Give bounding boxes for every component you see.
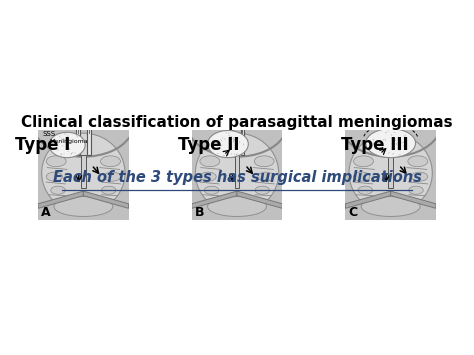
Text: Meningioma: Meningioma [49,139,88,144]
Ellipse shape [49,132,85,158]
Ellipse shape [208,197,266,217]
Text: B: B [194,207,204,219]
Ellipse shape [358,186,373,194]
Polygon shape [383,125,387,155]
Polygon shape [76,125,80,155]
Ellipse shape [361,197,420,217]
Polygon shape [388,155,393,189]
Polygon shape [237,191,282,208]
Text: SSS: SSS [43,131,56,137]
Ellipse shape [409,186,423,194]
Polygon shape [87,125,91,155]
Polygon shape [38,130,128,220]
Ellipse shape [204,186,219,194]
Ellipse shape [46,172,63,181]
Polygon shape [394,125,398,155]
Polygon shape [230,125,233,155]
Ellipse shape [104,172,120,181]
Text: Type I: Type I [15,136,70,154]
Polygon shape [38,191,83,208]
Polygon shape [241,125,244,155]
Ellipse shape [208,131,248,158]
Polygon shape [391,191,436,208]
Ellipse shape [200,172,216,181]
Text: Each of the 3 types has surgical implications: Each of the 3 types has surgical implica… [53,170,421,185]
Ellipse shape [258,172,274,181]
Ellipse shape [411,172,428,181]
Polygon shape [81,155,86,189]
Text: C: C [348,207,357,219]
Ellipse shape [100,156,120,167]
Text: Type III: Type III [341,136,408,154]
Polygon shape [192,130,282,220]
Text: Type II: Type II [178,136,239,154]
Ellipse shape [354,156,374,167]
Ellipse shape [255,186,270,194]
Ellipse shape [200,156,220,167]
Ellipse shape [51,186,65,194]
Polygon shape [235,155,239,189]
Ellipse shape [354,172,370,181]
Polygon shape [192,191,237,208]
Ellipse shape [101,186,116,194]
Ellipse shape [349,133,432,213]
Ellipse shape [254,156,274,167]
Polygon shape [83,191,128,208]
Text: A: A [41,207,50,219]
Polygon shape [346,191,391,208]
Polygon shape [346,130,436,220]
Ellipse shape [54,197,113,217]
Ellipse shape [366,129,416,158]
Ellipse shape [46,156,66,167]
Ellipse shape [408,156,428,167]
Ellipse shape [42,133,125,213]
Text: Clinical classification of parasagittal meningiomas: Clinical classification of parasagittal … [21,115,453,130]
Ellipse shape [195,133,279,213]
